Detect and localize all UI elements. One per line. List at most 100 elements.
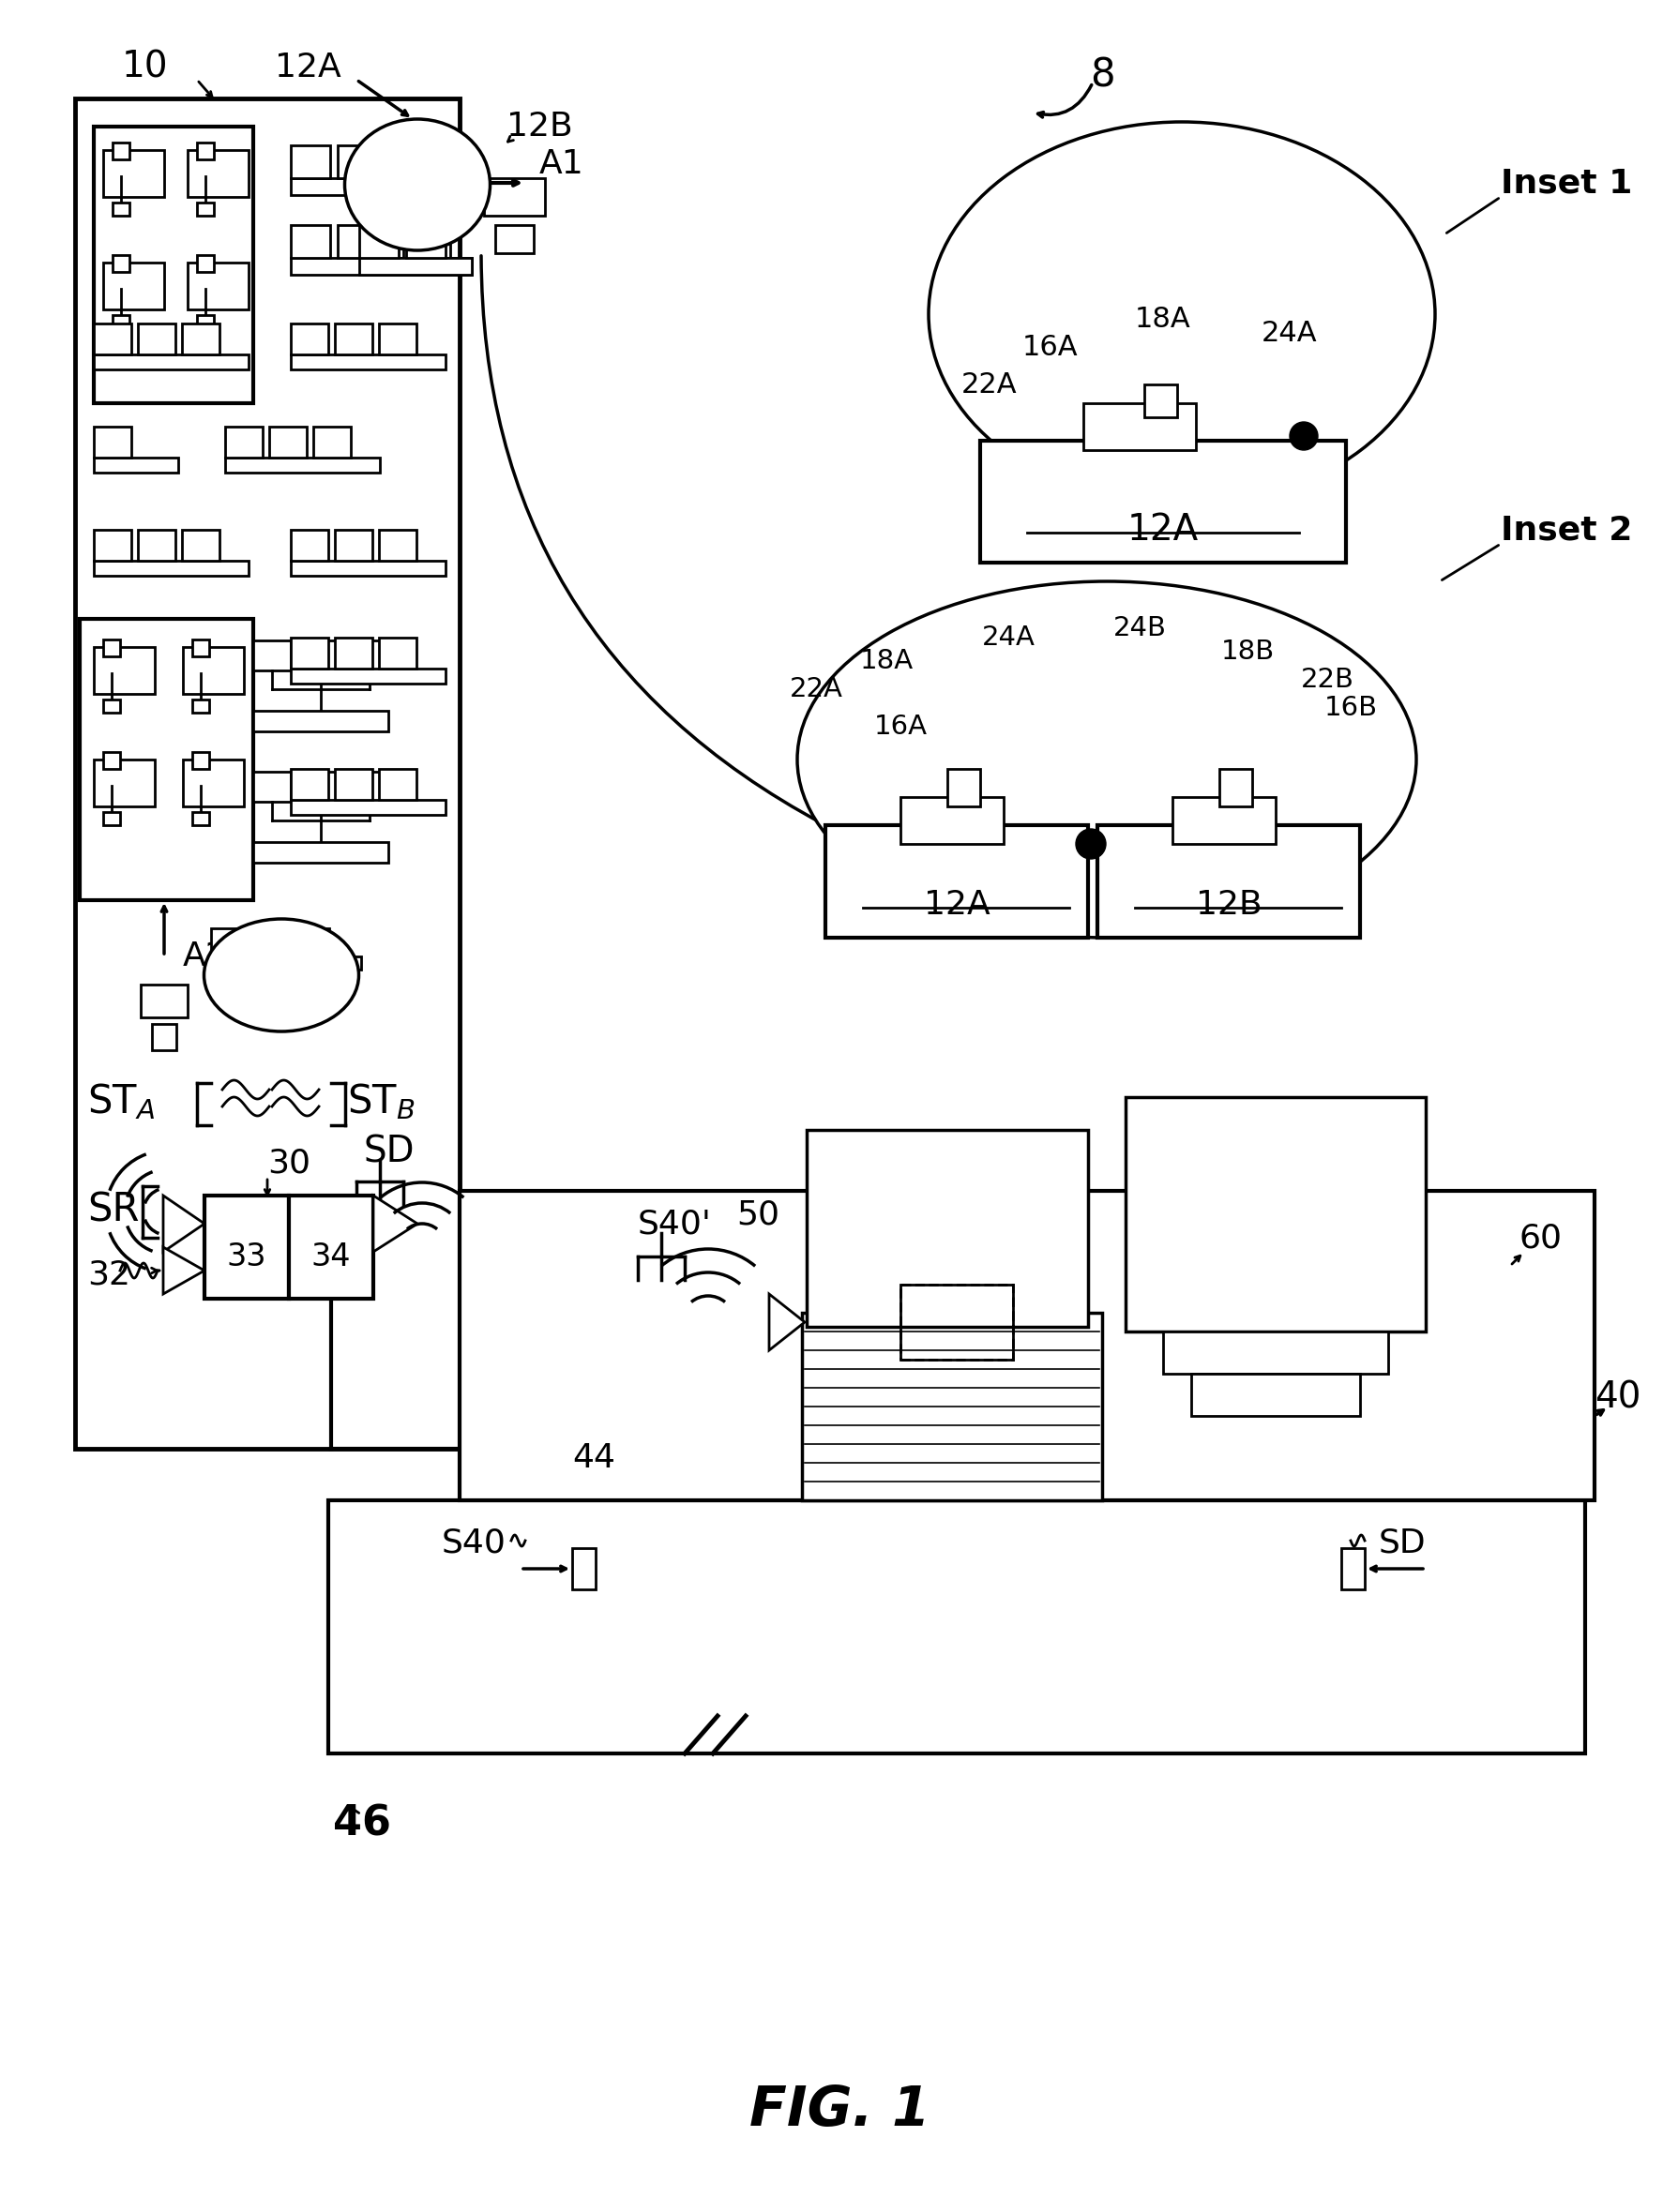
- Text: 32: 32: [87, 1259, 131, 1292]
- Text: 12B: 12B: [1195, 889, 1262, 920]
- Bar: [314, 427, 351, 458]
- Polygon shape: [769, 1294, 804, 1349]
- Bar: [359, 146, 398, 179]
- Bar: [102, 639, 121, 657]
- Bar: [406, 226, 445, 259]
- Bar: [290, 146, 331, 179]
- Text: 30: 30: [267, 1146, 310, 1179]
- Bar: [188, 263, 248, 310]
- Ellipse shape: [797, 582, 1416, 938]
- Text: 12A: 12A: [274, 51, 341, 84]
- Bar: [79, 619, 253, 900]
- Text: 18A: 18A: [859, 648, 913, 675]
- Bar: [153, 1024, 176, 1051]
- Bar: [138, 323, 175, 354]
- Bar: [290, 668, 445, 684]
- Bar: [946, 770, 980, 807]
- Text: S40: S40: [441, 1526, 507, 1559]
- Bar: [359, 179, 472, 195]
- Bar: [364, 226, 403, 259]
- Bar: [102, 812, 121, 825]
- Bar: [193, 812, 210, 825]
- Bar: [1218, 770, 1252, 807]
- Text: 24A: 24A: [1262, 319, 1317, 347]
- Bar: [899, 1285, 1012, 1360]
- Bar: [1082, 403, 1195, 449]
- Bar: [94, 323, 131, 354]
- Bar: [112, 314, 129, 327]
- Bar: [290, 323, 329, 354]
- Bar: [290, 226, 331, 259]
- Bar: [337, 226, 378, 259]
- Bar: [253, 641, 290, 670]
- Bar: [196, 314, 213, 327]
- Bar: [289, 1194, 373, 1298]
- Bar: [94, 759, 154, 807]
- Bar: [183, 646, 243, 695]
- Bar: [138, 531, 175, 560]
- Bar: [205, 1194, 289, 1298]
- Bar: [337, 146, 378, 179]
- Bar: [334, 323, 373, 354]
- Bar: [290, 560, 445, 575]
- Bar: [94, 354, 248, 369]
- Polygon shape: [163, 1194, 205, 1252]
- Bar: [290, 531, 329, 560]
- Bar: [252, 929, 289, 956]
- Bar: [102, 752, 121, 770]
- Bar: [102, 699, 121, 712]
- Bar: [211, 929, 247, 956]
- Text: $\mathrm{ST}_B$: $\mathrm{ST}_B$: [347, 1082, 414, 1121]
- Text: SD: SD: [1378, 1526, 1426, 1559]
- Bar: [102, 263, 164, 310]
- Bar: [411, 146, 450, 179]
- Text: SD: SD: [364, 1135, 414, 1170]
- Bar: [94, 427, 131, 458]
- Text: FIG. 1: FIG. 1: [748, 2084, 930, 2137]
- Bar: [76, 100, 460, 1449]
- Bar: [334, 531, 373, 560]
- Bar: [1144, 385, 1176, 418]
- Circle shape: [1076, 830, 1106, 858]
- Bar: [268, 427, 307, 458]
- Bar: [379, 531, 416, 560]
- Bar: [290, 637, 329, 668]
- Text: 40: 40: [1594, 1380, 1639, 1416]
- Text: $\mathrm{ST}_A$: $\mathrm{ST}_A$: [87, 1082, 154, 1121]
- Ellipse shape: [928, 122, 1435, 507]
- Text: 22A: 22A: [789, 677, 842, 703]
- Bar: [406, 146, 445, 179]
- Text: Inset 2: Inset 2: [1500, 513, 1631, 546]
- Bar: [253, 772, 290, 801]
- Bar: [290, 179, 450, 195]
- Bar: [211, 956, 361, 969]
- Bar: [364, 179, 472, 195]
- Text: 50: 50: [737, 1199, 779, 1230]
- Bar: [141, 984, 188, 1018]
- Bar: [102, 150, 164, 197]
- Bar: [379, 323, 416, 354]
- Text: 8: 8: [1089, 55, 1114, 95]
- Bar: [302, 772, 339, 801]
- Bar: [334, 770, 373, 801]
- Bar: [359, 226, 398, 259]
- Bar: [384, 146, 425, 179]
- Bar: [302, 641, 339, 670]
- Text: 16A: 16A: [1022, 334, 1077, 361]
- Bar: [1097, 825, 1359, 938]
- Bar: [1124, 1097, 1425, 1332]
- Bar: [196, 142, 213, 159]
- Bar: [826, 825, 1087, 938]
- Text: 33: 33: [227, 1241, 267, 1272]
- Bar: [181, 323, 220, 354]
- Bar: [379, 637, 416, 668]
- Bar: [899, 1285, 1012, 1360]
- Circle shape: [1289, 422, 1317, 449]
- Bar: [196, 254, 213, 272]
- Text: 44: 44: [572, 1442, 614, 1473]
- Bar: [94, 531, 131, 560]
- Bar: [572, 1548, 596, 1590]
- Bar: [94, 560, 248, 575]
- Text: 22B: 22B: [1300, 666, 1352, 692]
- Bar: [253, 710, 388, 732]
